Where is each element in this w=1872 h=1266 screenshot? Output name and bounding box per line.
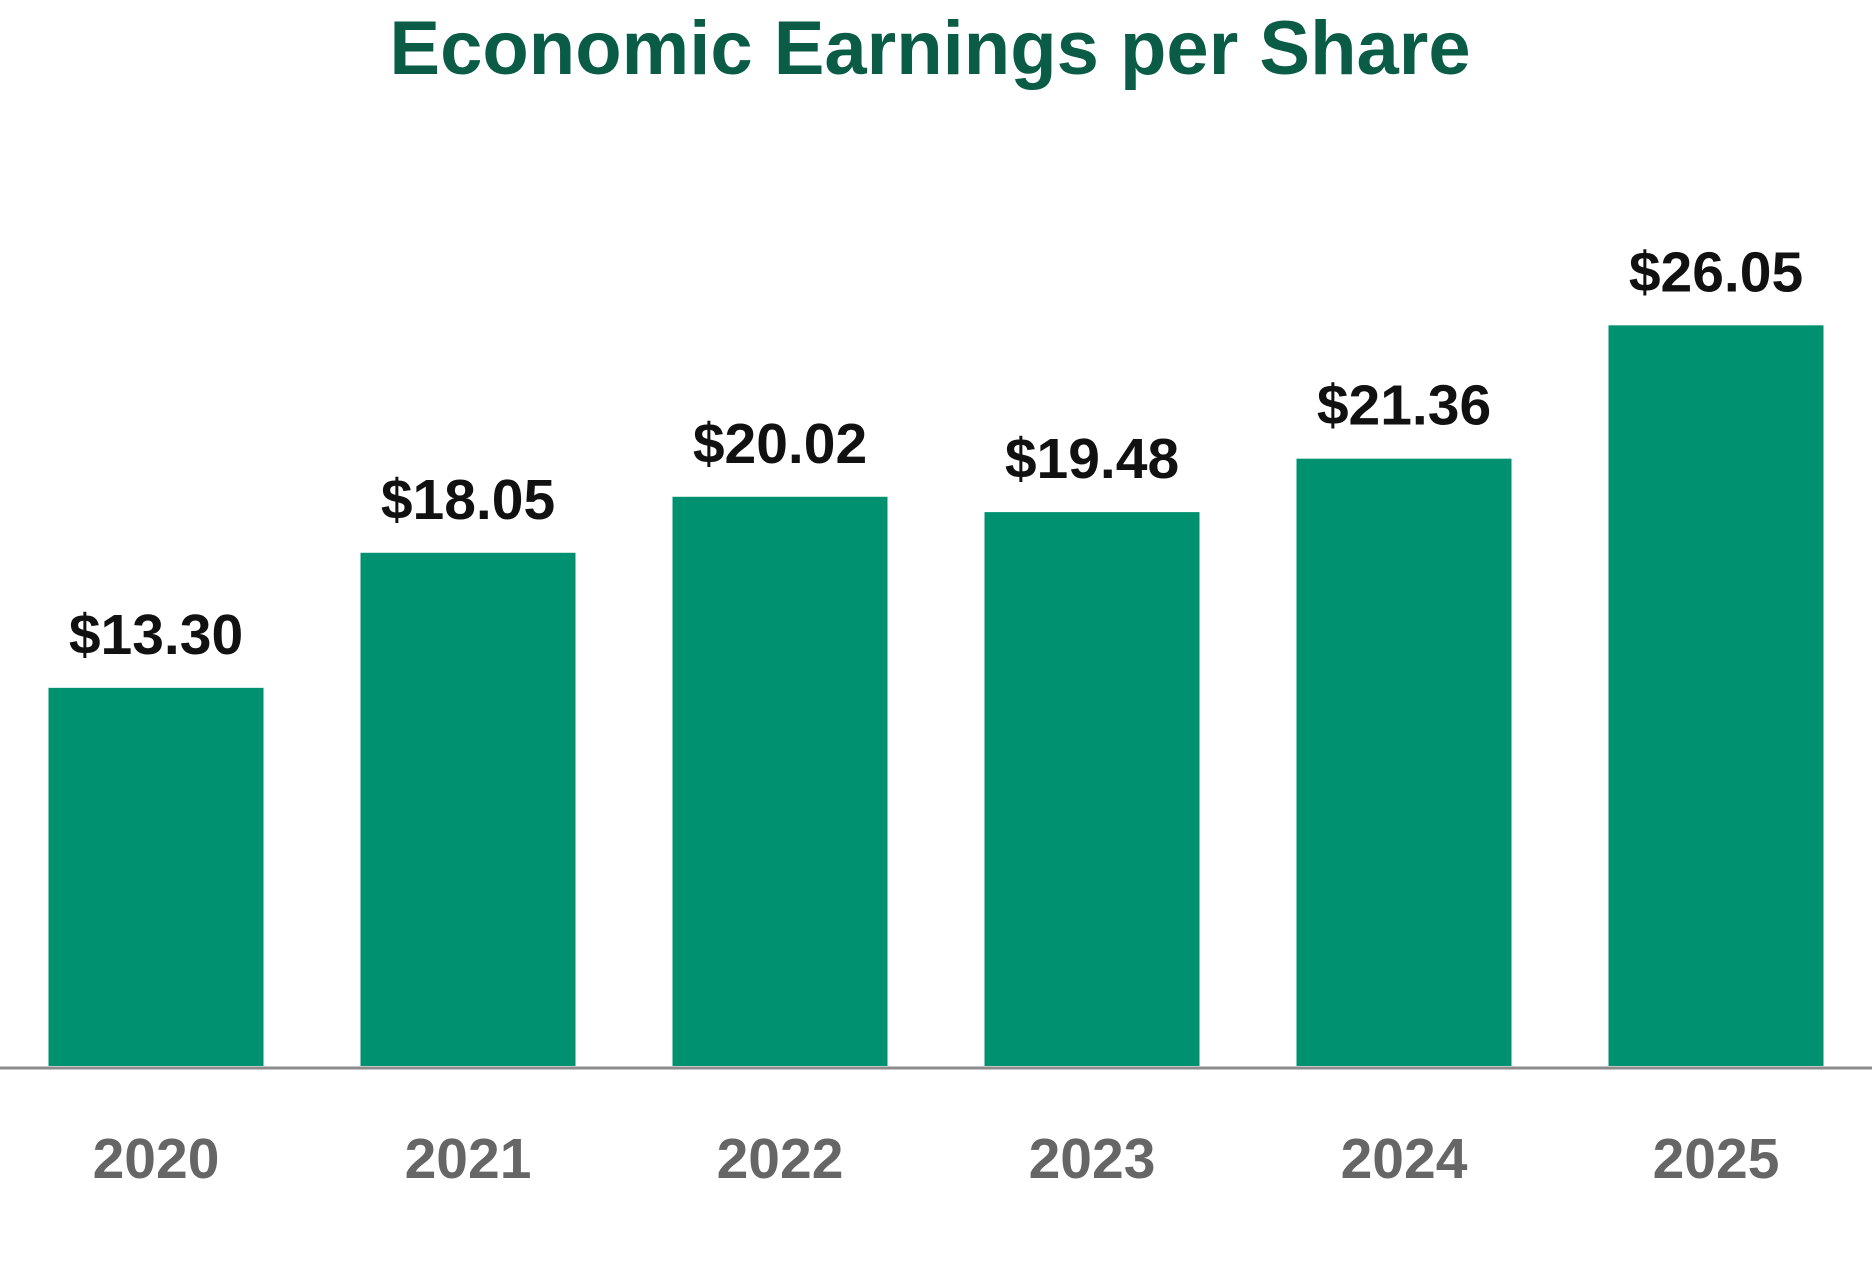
- x-tick-label: 2024: [1341, 1127, 1468, 1191]
- x-tick-label: 2023: [1029, 1127, 1156, 1191]
- x-tick-label: 2021: [405, 1127, 532, 1191]
- x-tick-label: 2022: [717, 1127, 844, 1191]
- value-label: $19.48: [1005, 427, 1179, 491]
- value-label: $20.02: [693, 412, 867, 476]
- value-label: $18.05: [381, 468, 555, 532]
- value-label: $13.30: [69, 603, 243, 667]
- bar: [672, 496, 888, 1067]
- bar: [1296, 458, 1512, 1066]
- bar: [360, 552, 576, 1066]
- x-tick-label: 2025: [1653, 1127, 1780, 1191]
- value-label: $21.36: [1317, 374, 1491, 438]
- bar: [48, 687, 264, 1066]
- bar: [1608, 325, 1824, 1067]
- x-tick-label: 2020: [93, 1127, 220, 1191]
- bar: [984, 512, 1200, 1066]
- chart-title: Economic Earnings per Share: [389, 6, 1470, 91]
- value-label: $26.05: [1629, 240, 1803, 304]
